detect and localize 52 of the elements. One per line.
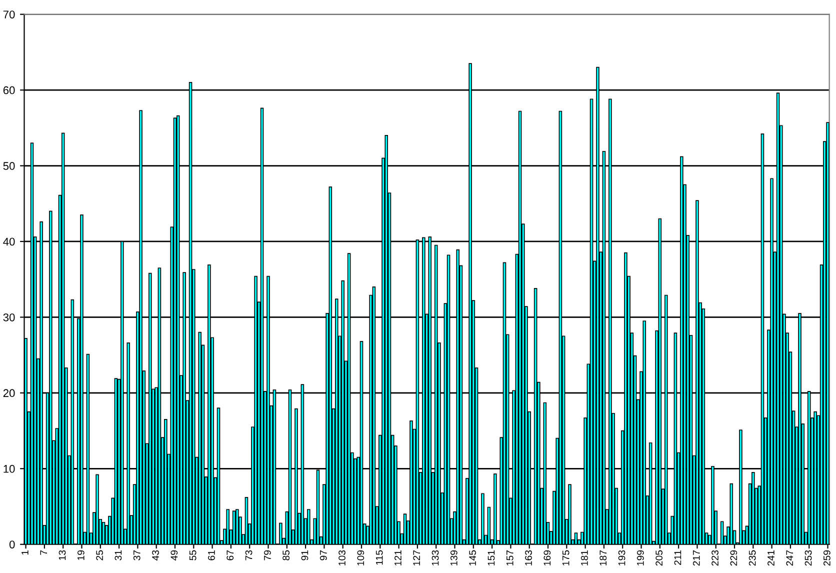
x-tick-label: 157 bbox=[506, 550, 514, 566]
x-tick-label: 121 bbox=[394, 550, 402, 566]
x-tick-label: 1 bbox=[22, 550, 28, 555]
x-tick-label: 25 bbox=[96, 550, 104, 560]
x-tick-label: 37 bbox=[133, 550, 140, 560]
x-tick-label: 139 bbox=[450, 550, 458, 566]
x-tick-label: 67 bbox=[226, 550, 234, 560]
x-tick-label: 169 bbox=[544, 550, 551, 566]
x-tick-label: 145 bbox=[469, 550, 476, 566]
x-tick-label: 43 bbox=[152, 550, 159, 560]
x-tick-label: 103 bbox=[338, 550, 346, 566]
x-tick-label: 13 bbox=[58, 550, 66, 560]
x-tick-label: 151 bbox=[488, 550, 495, 566]
x-tick-label: 211 bbox=[674, 550, 682, 565]
y-tick-label: 60 bbox=[3, 86, 15, 94]
x-tick-label: 247 bbox=[786, 550, 793, 566]
y-tick-label: 30 bbox=[3, 313, 15, 322]
x-tick-label: 49 bbox=[170, 550, 178, 560]
y-tick-label: 0 bbox=[9, 540, 15, 548]
y-tick-label: 70 bbox=[3, 10, 15, 18]
y-tick-label: 20 bbox=[3, 389, 15, 398]
y-tick-label: 40 bbox=[3, 238, 15, 246]
y-tick-label: 10 bbox=[4, 464, 15, 473]
x-tick-label: 163 bbox=[525, 550, 532, 566]
x-tick-label: 241 bbox=[768, 550, 774, 566]
x-tick-label: 181 bbox=[581, 550, 588, 566]
x-tick-label: 115 bbox=[376, 550, 383, 565]
x-tick-label: 97 bbox=[320, 550, 327, 560]
x-tick-label: 55 bbox=[189, 550, 196, 560]
x-tick-label: 217 bbox=[692, 550, 700, 566]
x-tick-label: 91 bbox=[301, 550, 308, 560]
x-tick-label: 235 bbox=[748, 550, 756, 566]
x-tick-label: 205 bbox=[656, 550, 663, 566]
x-tick-label: 253 bbox=[804, 550, 812, 566]
x-tick-label: 85 bbox=[282, 550, 290, 560]
x-tick-label: 199 bbox=[636, 550, 644, 566]
x-tick-label: 31 bbox=[114, 550, 122, 560]
x-tick-label: 223 bbox=[712, 550, 718, 566]
x-tick-label: 7 bbox=[40, 550, 47, 555]
x-tick-label: 193 bbox=[618, 550, 626, 566]
x-tick-label: 133 bbox=[432, 550, 439, 566]
x-tick-label: 127 bbox=[413, 550, 420, 566]
x-tick-label: 175 bbox=[562, 550, 570, 566]
y-tick-label: 50 bbox=[3, 162, 15, 170]
x-tick-label: 79 bbox=[264, 550, 271, 560]
x-tick-label: 109 bbox=[357, 550, 364, 566]
x-tick-label: 187 bbox=[600, 550, 607, 566]
x-tick-label: 229 bbox=[730, 550, 738, 566]
x-tick-label: 61 bbox=[208, 550, 215, 560]
x-tick-label: 73 bbox=[245, 550, 252, 560]
x-tick-label: 259 bbox=[823, 550, 830, 566]
x-tick-label: 19 bbox=[77, 550, 84, 560]
